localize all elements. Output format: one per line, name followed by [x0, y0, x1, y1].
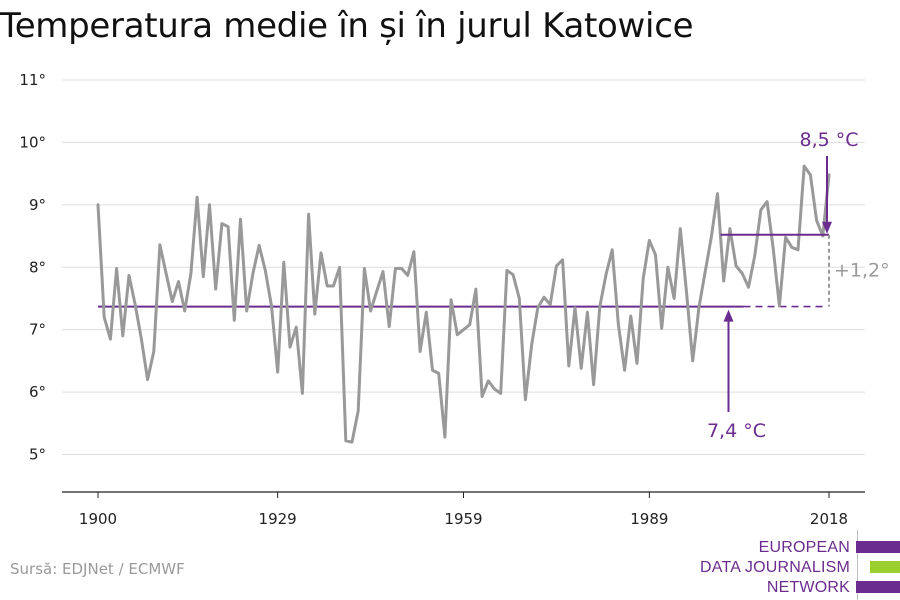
y-tick-label: 9°	[29, 196, 46, 214]
y-tick-label: 8°	[29, 258, 46, 276]
logo-line-1: EUROPEAN	[758, 539, 850, 556]
temperature-series-line	[96, 164, 831, 444]
y-tick-label: 6°	[29, 383, 46, 401]
source-note: Sursă: EDJNet / ECMWF	[10, 560, 185, 578]
logo-bar-1	[856, 541, 900, 553]
x-tick-label: 1900	[79, 510, 117, 528]
x-tick-label: 1929	[259, 510, 297, 528]
x-tick-label: 1959	[444, 510, 482, 528]
baseline-arrowhead	[723, 309, 734, 322]
logo-line-2: DATA JOURNALISM	[700, 559, 850, 576]
y-tick-label: 7°	[29, 321, 46, 339]
logo-bar-3	[856, 581, 900, 593]
edjnet-logo: EUROPEAN DATA JOURNALISM NETWORK	[700, 530, 900, 600]
logo-divider	[857, 530, 858, 600]
y-tick-label: 11°	[19, 71, 46, 89]
chart-title: Temperatura medie în și în jurul Katowic…	[0, 6, 694, 46]
y-tick-label: 10°	[19, 133, 46, 151]
recent-arrowhead	[822, 221, 832, 234]
difference-label: +1,2°	[834, 260, 890, 282]
line-chart: 5° 6° 7° 8° 9° 10° 11° 1900 1929 1959 1989 2018 +1,2…	[19, 71, 890, 528]
y-tick-label: 5°	[29, 446, 46, 464]
logo-line-3: NETWORK	[766, 579, 850, 596]
baseline-mean-label: 7,4 °C	[707, 420, 766, 442]
recent-mean-label: 8,5 °C	[799, 129, 858, 151]
logo-bar-2	[870, 561, 900, 573]
x-tick-label: 1989	[630, 510, 668, 528]
x-tick-label: 2018	[810, 510, 848, 528]
logo-text: EUROPEAN DATA JOURNALISM NETWORK	[700, 538, 850, 598]
